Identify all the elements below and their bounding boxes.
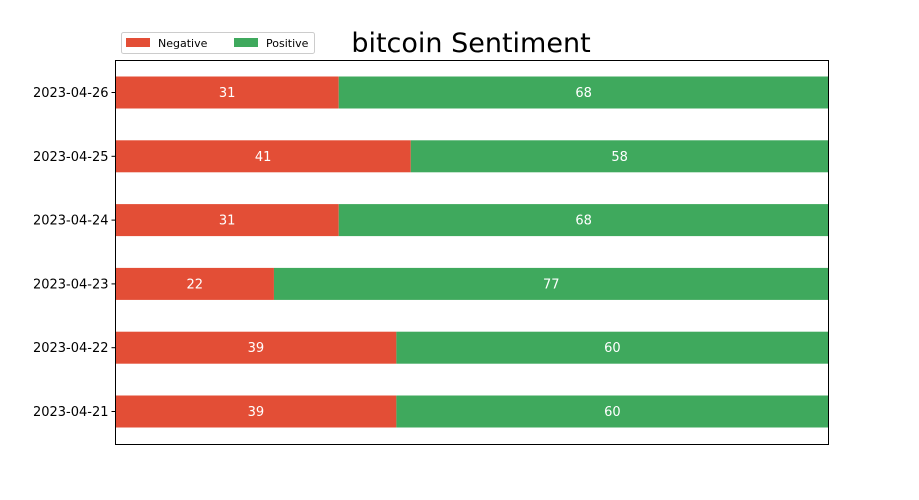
data-label-positive-2023-04-26: 68: [575, 86, 592, 101]
data-label-positive-2023-04-24: 68: [575, 214, 592, 229]
plot-frame: [115, 60, 829, 445]
bar-negative-2023-04-21: [115, 395, 397, 428]
data-label-positive-2023-04-23: 77: [543, 277, 560, 292]
y-tick-label-2023-04-25: 2023-04-25: [33, 150, 109, 165]
y-tick-label-2023-04-21: 2023-04-21: [33, 405, 109, 420]
data-label-negative-2023-04-23: 22: [186, 277, 203, 292]
data-label-positive-2023-04-21: 60: [604, 405, 621, 420]
data-label-positive-2023-04-25: 58: [611, 150, 628, 165]
chart-title: bitcoin Sentiment: [351, 28, 590, 59]
y-axis: 2023-04-21 2023-04-22 2023-04-23 2023-04-24…: [33, 86, 116, 420]
legend-label-positive: Positive: [266, 37, 309, 50]
legend-swatch-positive: [234, 38, 258, 47]
bars-group: 39 60 39 60 22 77 31 68 41 58 31 68: [115, 76, 829, 428]
legend-frame: [121, 32, 315, 54]
data-label-negative-2023-04-24: 31: [219, 214, 236, 229]
bar-negative-2023-04-25: [115, 140, 411, 173]
y-tick-label-2023-04-24: 2023-04-24: [33, 214, 109, 229]
data-label-negative-2023-04-25: 41: [255, 150, 272, 165]
data-label-negative-2023-04-21: 39: [248, 405, 265, 420]
data-label-positive-2023-04-22: 60: [604, 341, 621, 356]
y-tick-label-2023-04-26: 2023-04-26: [33, 86, 109, 101]
data-label-negative-2023-04-26: 31: [219, 86, 236, 101]
bar-negative-2023-04-23: [115, 267, 274, 300]
bar-negative-2023-04-22: [115, 331, 397, 364]
bar-positive-2023-04-26: [338, 76, 829, 109]
bar-positive-2023-04-25: [410, 140, 829, 173]
y-tick-label-2023-04-22: 2023-04-22: [33, 341, 109, 356]
legend-swatch-negative: [126, 38, 150, 47]
legend-label-negative: Negative: [158, 37, 208, 50]
bar-positive-2023-04-23: [273, 267, 829, 300]
bar-positive-2023-04-24: [338, 204, 829, 237]
bar-negative-2023-04-26: [115, 76, 339, 109]
bar-positive-2023-04-22: [396, 331, 829, 364]
data-label-negative-2023-04-22: 39: [248, 341, 265, 356]
bar-positive-2023-04-21: [396, 395, 829, 428]
bar-negative-2023-04-24: [115, 204, 339, 237]
y-tick-label-2023-04-23: 2023-04-23: [33, 277, 109, 292]
legend: Negative Positive: [121, 32, 315, 54]
